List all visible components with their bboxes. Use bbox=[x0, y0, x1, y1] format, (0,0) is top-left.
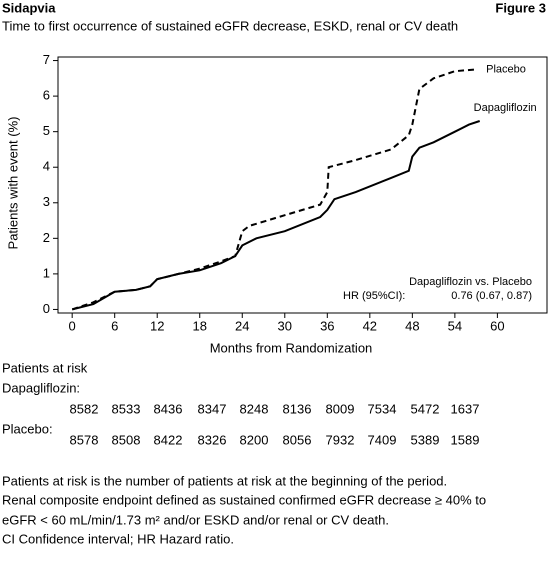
risk-value: 8578 bbox=[70, 432, 99, 447]
chart-title: Time to first occurrence of sustained eG… bbox=[2, 18, 458, 33]
risk-value: 8347 bbox=[198, 401, 227, 416]
risk-value: 8200 bbox=[240, 432, 269, 447]
x-tick-label: 48 bbox=[405, 318, 419, 333]
risk-value: 5472 bbox=[411, 401, 440, 416]
series-label: Placebo bbox=[486, 63, 526, 75]
x-tick-label: 12 bbox=[150, 318, 164, 333]
risk-value: 7932 bbox=[326, 432, 355, 447]
y-tick-label: 3 bbox=[43, 194, 50, 209]
annotation-value: 0.76 (0.67, 0.87) bbox=[451, 290, 532, 302]
risk-value: 8248 bbox=[240, 401, 269, 416]
risk-value: 7409 bbox=[368, 432, 397, 447]
risk-value: 8582 bbox=[70, 401, 99, 416]
risk-value: 7534 bbox=[368, 401, 397, 416]
annotation-label: HR (95%CI): bbox=[343, 290, 405, 302]
risk-value: 8009 bbox=[326, 401, 355, 416]
footnote: Renal composite endpoint defined as sust… bbox=[2, 492, 486, 507]
figure-label: Figure 3 bbox=[495, 0, 546, 15]
footnote: eGFR < 60 mL/min/1.73 m² and/or ESKD and… bbox=[2, 512, 389, 527]
risk-row-label: Dapagliflozin: bbox=[2, 380, 80, 395]
series-line bbox=[71, 68, 477, 311]
x-tick-label: 60 bbox=[490, 318, 504, 333]
y-tick-label: 6 bbox=[43, 88, 50, 103]
x-tick-label: 54 bbox=[448, 318, 462, 333]
y-tick-label: 5 bbox=[43, 123, 50, 138]
x-tick-label: 30 bbox=[278, 318, 292, 333]
y-axis-label: Patients with event (%) bbox=[5, 117, 20, 250]
risk-value: 1637 bbox=[451, 401, 480, 416]
y-tick-label: 4 bbox=[43, 159, 50, 174]
risk-value: 8422 bbox=[154, 432, 183, 447]
x-tick-label: 0 bbox=[69, 318, 76, 333]
x-tick-label: 18 bbox=[193, 318, 207, 333]
risk-value: 8056 bbox=[283, 432, 312, 447]
x-tick-label: 24 bbox=[235, 318, 249, 333]
series-label: Dapagliflozin bbox=[474, 102, 537, 114]
x-axis-label: Months from Randomization bbox=[210, 340, 373, 355]
risk-value: 8136 bbox=[283, 401, 312, 416]
risk-value: 5389 bbox=[411, 432, 440, 447]
x-tick-label: 36 bbox=[320, 318, 334, 333]
x-tick-label: 6 bbox=[111, 318, 118, 333]
risk-value: 8533 bbox=[112, 401, 141, 416]
risk-value: 8436 bbox=[154, 401, 183, 416]
footnote: Patients at risk is the number of patien… bbox=[2, 473, 447, 488]
y-tick-label: 1 bbox=[43, 265, 50, 280]
risk-row-label: Placebo: bbox=[2, 421, 53, 436]
plot-frame bbox=[57, 56, 548, 314]
risk-value: 1589 bbox=[451, 432, 480, 447]
risk-title: Patients at risk bbox=[2, 360, 88, 375]
annotation-heading: Dapagliflozin vs. Placebo bbox=[409, 276, 532, 288]
header-title: Sidapvia bbox=[2, 0, 56, 15]
risk-value: 8326 bbox=[198, 432, 227, 447]
footnote: CI Confidence interval; HR Hazard ratio. bbox=[2, 531, 234, 546]
y-tick-label: 7 bbox=[43, 52, 50, 67]
series-line bbox=[71, 120, 481, 311]
y-tick-label: 0 bbox=[43, 301, 50, 316]
risk-value: 8508 bbox=[112, 432, 141, 447]
y-tick-label: 2 bbox=[43, 230, 50, 245]
x-tick-label: 42 bbox=[363, 318, 377, 333]
